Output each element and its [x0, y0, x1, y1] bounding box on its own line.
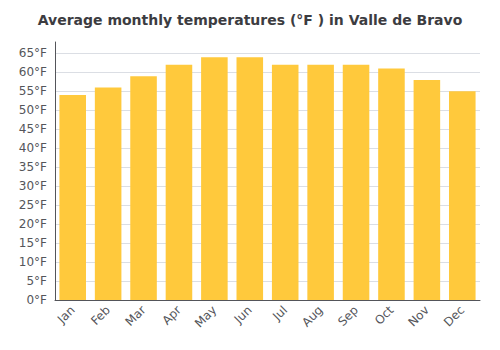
svg-text:65°F: 65°F	[19, 46, 47, 60]
svg-text:Nov: Nov	[405, 303, 431, 329]
svg-text:55°F: 55°F	[19, 84, 47, 98]
svg-text:60°F: 60°F	[19, 65, 47, 79]
svg-text:Feb: Feb	[88, 303, 113, 328]
svg-text:Jun: Jun	[231, 303, 255, 327]
svg-text:Sep: Sep	[335, 303, 361, 329]
svg-text:35°F: 35°F	[19, 160, 47, 174]
svg-text:Dec: Dec	[441, 303, 467, 329]
svg-text:May: May	[192, 303, 219, 330]
svg-text:Average monthly temperatures (: Average monthly temperatures (°F ) in Va…	[38, 12, 463, 28]
svg-text:50°F: 50°F	[19, 103, 47, 117]
svg-text:25°F: 25°F	[19, 198, 47, 212]
svg-text:Oct: Oct	[372, 303, 397, 328]
svg-text:5°F: 5°F	[26, 274, 47, 288]
svg-text:Jul: Jul	[269, 303, 290, 324]
svg-text:Jan: Jan	[54, 303, 78, 327]
svg-text:Mar: Mar	[123, 303, 149, 329]
svg-text:20°F: 20°F	[19, 217, 47, 231]
svg-text:15°F: 15°F	[19, 236, 47, 250]
svg-text:45°F: 45°F	[19, 122, 47, 136]
svg-text:30°F: 30°F	[19, 179, 47, 193]
svg-text:Aug: Aug	[299, 303, 325, 329]
svg-text:40°F: 40°F	[19, 141, 47, 155]
svg-text:0°F: 0°F	[26, 293, 47, 307]
svg-text:10°F: 10°F	[19, 255, 47, 269]
svg-text:Apr: Apr	[159, 303, 184, 328]
